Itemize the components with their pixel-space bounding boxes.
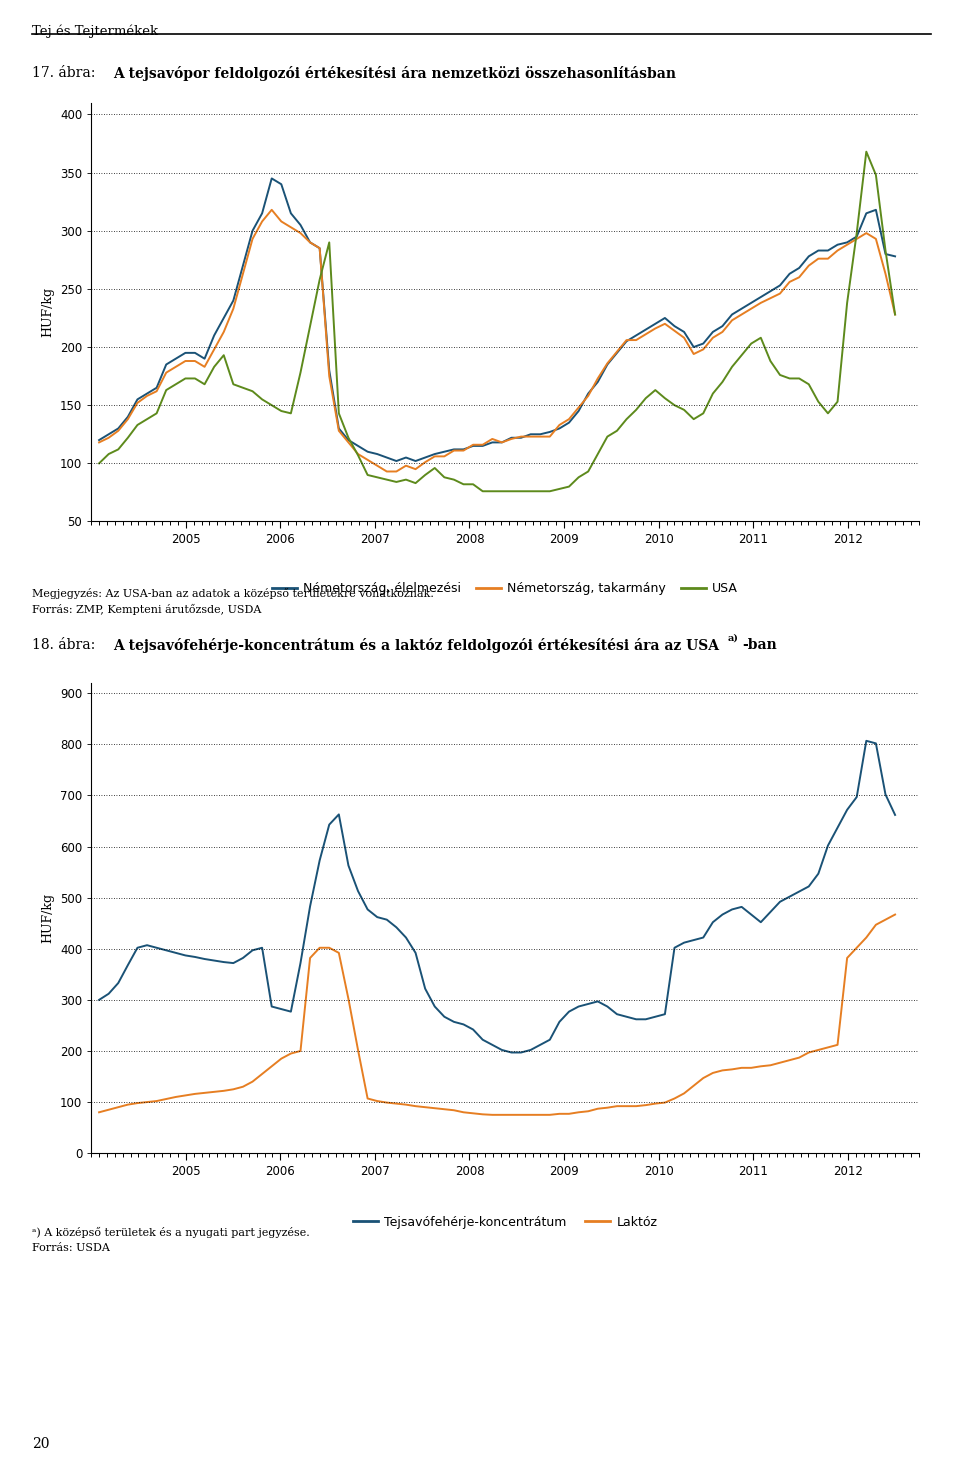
Text: 20: 20 xyxy=(32,1437,49,1451)
Text: Megjegyzés: Az USA-ban az adatok a középső területekre vonatkoznak.: Megjegyzés: Az USA-ban az adatok a közép… xyxy=(32,588,434,599)
Text: 17. ábra:: 17. ábra: xyxy=(32,66,95,81)
Text: Forrás: ZMP, Kempteni árutőzsde, USDA: Forrás: ZMP, Kempteni árutőzsde, USDA xyxy=(32,604,261,616)
Y-axis label: HUF/kg: HUF/kg xyxy=(41,893,55,943)
Legend: Tejsavófehérje-koncentrátum, Laktóz: Tejsavófehérje-koncentrátum, Laktóz xyxy=(352,1216,658,1230)
Text: a): a) xyxy=(728,635,738,643)
Text: A tejsavófehérje-koncentrátum és a laktóz feldolgozói értékesítési ára az USA: A tejsavófehérje-koncentrátum és a laktó… xyxy=(113,638,719,652)
Legend: Németország, élelmezési, Németország, takarmány, USA: Németország, élelmezési, Németország, ta… xyxy=(272,582,738,595)
Text: Forrás: USDA: Forrás: USDA xyxy=(32,1243,109,1253)
Text: ᵃ) A középső területek és a nyugati part jegyzése.: ᵃ) A középső területek és a nyugati part… xyxy=(32,1227,309,1238)
Text: A tejsavópor feldolgozói értékesítési ára nemzetközi összehasonlításban: A tejsavópor feldolgozói értékesítési ár… xyxy=(113,66,676,81)
Text: -ban: -ban xyxy=(742,638,777,652)
Y-axis label: HUF/kg: HUF/kg xyxy=(41,286,55,338)
Text: 18. ábra:: 18. ábra: xyxy=(32,638,95,652)
Text: Tej és Tejtermékek: Tej és Tejtermékek xyxy=(32,25,157,38)
